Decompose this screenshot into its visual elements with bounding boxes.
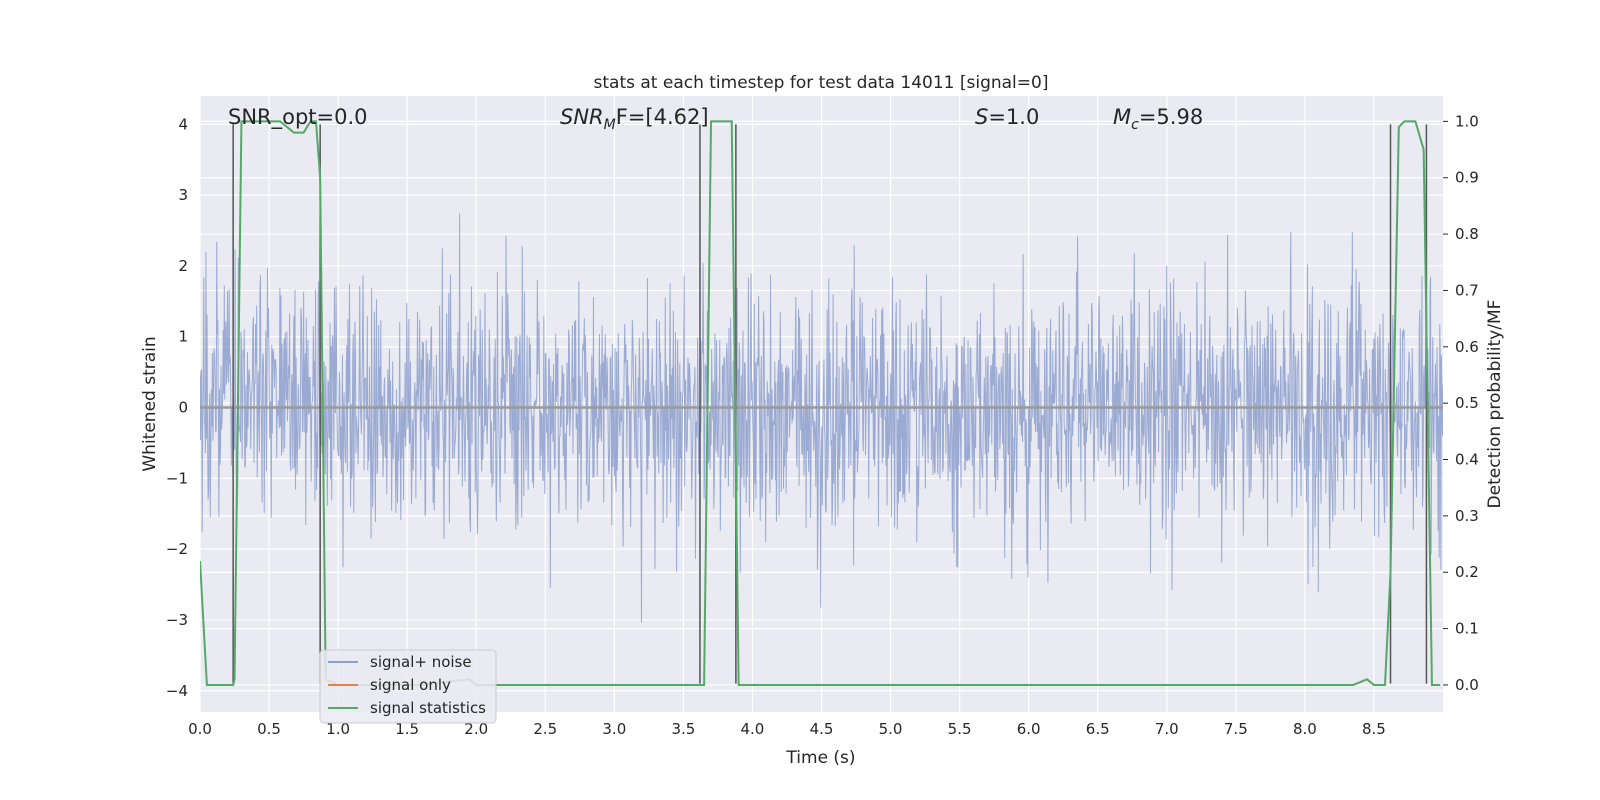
- x-tick-label: 0.5: [257, 720, 281, 738]
- x-tick-label: 8.0: [1293, 720, 1317, 738]
- x-tick-label: 6.5: [1086, 720, 1110, 738]
- y-tick-label: 0: [178, 399, 188, 417]
- x-tick-label: 2.5: [533, 720, 557, 738]
- x-tick-label: 3.5: [671, 720, 695, 738]
- x-tick-label: 3.0: [602, 720, 626, 738]
- data-layer: [200, 120, 1443, 686]
- y2-axis-label: Detection probability/MF: [1485, 300, 1505, 509]
- legend-label-signal-statistics: signal statistics: [370, 699, 486, 717]
- chart-title: stats at each timestep for test data 140…: [594, 73, 1049, 93]
- y-tick-label: −4: [166, 682, 188, 700]
- annotation-s-stat: S=1.0: [975, 105, 1039, 129]
- y2-tick-label: 0.4: [1455, 451, 1479, 469]
- y-tick-label: 2: [178, 257, 188, 275]
- legend-box: [319, 649, 497, 724]
- x-tick-label: 2.0: [464, 720, 488, 738]
- x-tick-label: 8.5: [1362, 720, 1386, 738]
- annotation-snr-opt: SNR_opt=0.0: [228, 105, 368, 130]
- x-axis-label: Time (s): [785, 748, 855, 768]
- mc-val: =5.98: [1139, 105, 1203, 129]
- y2-tick-label: 0.9: [1455, 169, 1479, 187]
- y-tick-label: −3: [166, 611, 188, 629]
- x-tick-label: 4.0: [741, 720, 765, 738]
- y2-tick-label: 0.7: [1455, 281, 1479, 299]
- x-tick-label: 1.5: [395, 720, 419, 738]
- y-axis-label: Whitened strain: [140, 336, 160, 471]
- x-tick-label: 7.5: [1224, 720, 1248, 738]
- y2-tick-label: 0.3: [1455, 507, 1479, 525]
- legend-label-signal-only: signal only: [370, 676, 451, 694]
- snr-mf-sub: M: [604, 117, 616, 133]
- x-tick-label: 7.0: [1155, 720, 1179, 738]
- y2-tick-label: 1.0: [1455, 112, 1479, 130]
- y2-tick-label: 0.8: [1455, 225, 1479, 243]
- y2-tick-label: 0.1: [1455, 620, 1479, 638]
- y-tick-label: 3: [178, 186, 188, 204]
- y-tick-label: 4: [178, 115, 188, 133]
- signal-noise-line: [200, 213, 1443, 623]
- y2-tick-label: 0.0: [1455, 676, 1479, 694]
- x-tick-label: 5.5: [948, 720, 972, 738]
- y-tick-label: −2: [166, 540, 188, 558]
- legend-label-signal-noise: signal+ noise: [370, 653, 472, 671]
- x-tick-label: 5.0: [879, 720, 903, 738]
- mc-sub: c: [1131, 117, 1139, 133]
- x-tick-label: 6.0: [1017, 720, 1041, 738]
- x-tick-label: 0.0: [188, 720, 212, 738]
- x-tick-label: 1.0: [326, 720, 350, 738]
- y2-tick-label: 0.2: [1455, 563, 1479, 581]
- snr-mf-rest: F=[4.62]: [616, 105, 709, 129]
- y-tick-label: −1: [166, 469, 188, 487]
- x-tick-label: 4.5: [810, 720, 834, 738]
- legend: signal+ noise signal only signal statist…: [319, 649, 497, 724]
- y2-tick-label: 0.6: [1455, 338, 1479, 356]
- annotation-chirp-mass: Mc=5.98: [1113, 105, 1203, 133]
- y2-tick-label: 0.5: [1455, 394, 1479, 412]
- s-stat-val: =1.0: [988, 105, 1039, 129]
- signal-statistics-line: [200, 120, 1441, 686]
- snr-mf-base: SNR: [560, 105, 604, 129]
- mc-var: M: [1113, 105, 1131, 129]
- annotation-snr-mf: SNRMF=[4.62]: [560, 105, 709, 133]
- axes-layer: 0.0 0.5 1.0 1.5 2.0 2.5 3.0 3.5 4.0 4.5 5.0 5.5 6.0 6…: [166, 112, 1479, 738]
- y-tick-label: 1: [178, 328, 188, 346]
- s-stat-var: S: [975, 105, 988, 129]
